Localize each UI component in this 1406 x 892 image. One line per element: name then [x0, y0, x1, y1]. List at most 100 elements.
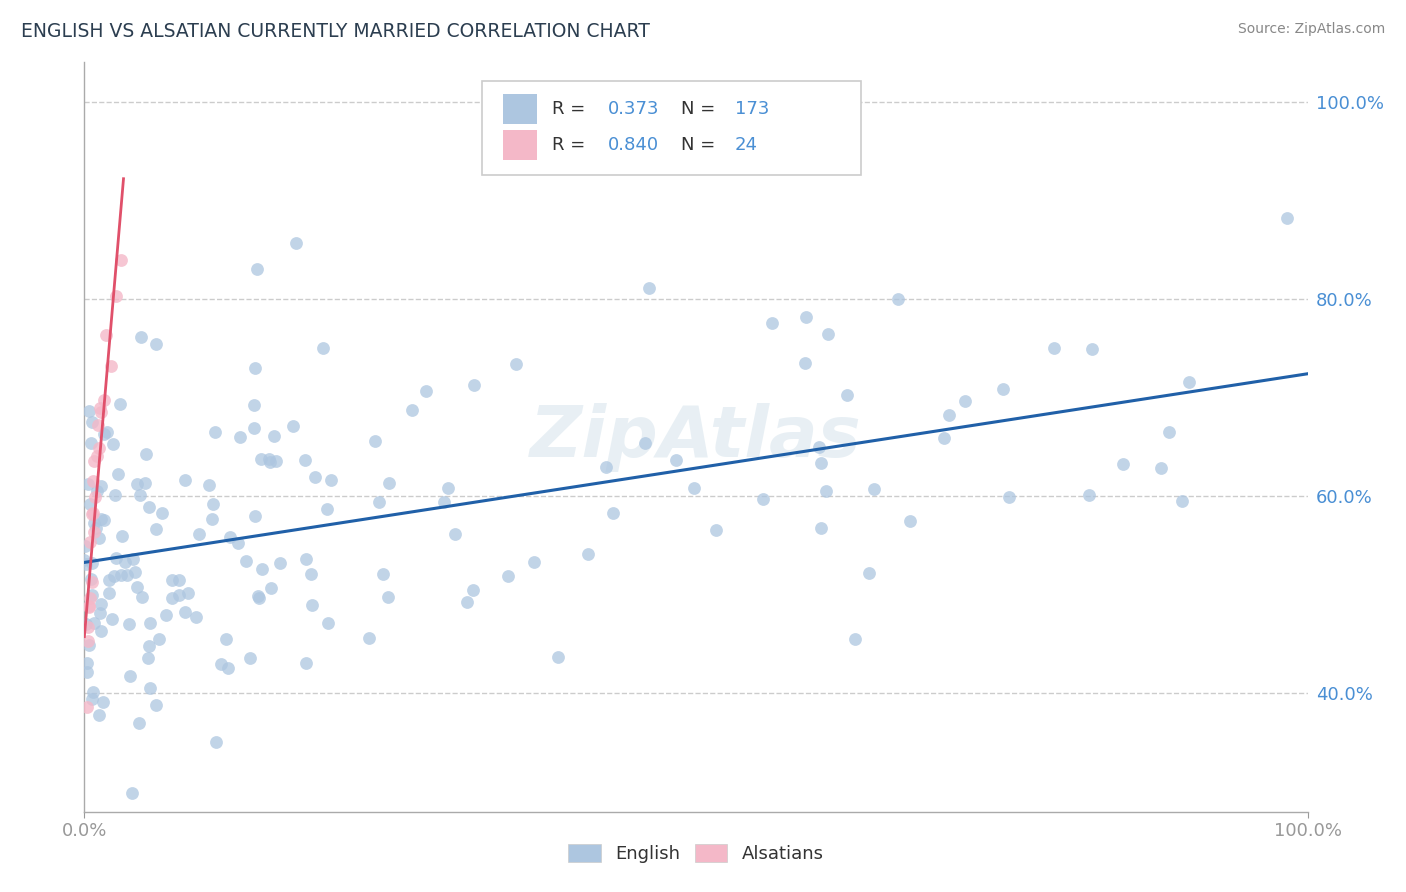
Point [107, 467, 129, 482]
Point [93, 393, 115, 408]
Point [250, 562, 273, 576]
Point [84, 521, 107, 535]
Point [131, 590, 153, 604]
Point [84, 490, 107, 504]
Point [1277, 211, 1299, 225]
Point [1150, 461, 1173, 475]
Point [793, 356, 815, 370]
Point [127, 580, 149, 594]
Point [810, 456, 832, 470]
Point [77, 638, 100, 652]
Point [377, 590, 399, 604]
Point [120, 669, 142, 683]
Point [118, 617, 141, 632]
Point [634, 436, 657, 450]
Text: 0.840: 0.840 [607, 136, 659, 153]
Point [90, 624, 112, 639]
Text: ENGLISH VS ALSATIAN CURRENTLY MARRIED CORRELATION CHART: ENGLISH VS ALSATIAN CURRENTLY MARRIED CO… [21, 22, 650, 41]
Point [167, 573, 190, 587]
Point [312, 342, 335, 356]
Point [359, 631, 381, 645]
Point [285, 235, 308, 250]
Point [150, 506, 173, 520]
Point [104, 488, 127, 502]
Point [100, 359, 122, 373]
Point [505, 357, 527, 371]
Point [264, 454, 287, 468]
Point [79, 535, 101, 549]
Point [1043, 341, 1066, 355]
Point [637, 281, 659, 295]
Point [858, 566, 880, 580]
Point [246, 589, 269, 603]
Point [111, 529, 134, 543]
Point [219, 531, 242, 545]
Point [304, 469, 326, 483]
Point [401, 402, 423, 417]
Point [295, 552, 318, 566]
Point [80, 589, 103, 603]
Point [239, 650, 262, 665]
Point [77, 599, 100, 614]
Point [83, 615, 105, 630]
Point [243, 420, 266, 434]
Point [364, 434, 387, 448]
Point [683, 481, 706, 495]
Point [243, 398, 266, 412]
Point [110, 252, 132, 267]
Point [76, 665, 98, 680]
Point [1178, 376, 1201, 390]
Point [76, 700, 98, 714]
Point [1157, 425, 1180, 439]
Point [80, 436, 103, 450]
Point [145, 337, 167, 351]
FancyBboxPatch shape [482, 81, 860, 175]
Point [295, 657, 318, 671]
Point [243, 508, 266, 523]
Point [83, 525, 105, 540]
Point [837, 387, 859, 401]
Point [862, 482, 884, 496]
Point [1081, 342, 1104, 356]
Point [432, 495, 454, 509]
Point [98, 586, 121, 600]
Point [93, 426, 115, 441]
Point [761, 316, 783, 330]
Legend: English, Alsatians: English, Alsatians [561, 837, 831, 870]
Point [204, 425, 226, 439]
Point [139, 615, 162, 630]
Point [318, 616, 340, 631]
Point [704, 523, 727, 537]
Point [463, 378, 485, 392]
Point [122, 551, 145, 566]
Point [105, 289, 128, 303]
Point [299, 566, 322, 581]
Point [200, 512, 222, 526]
Point [269, 556, 291, 570]
Point [202, 497, 225, 511]
Point [75, 617, 97, 632]
Point [77, 620, 100, 634]
Point [80, 507, 103, 521]
Text: 0.373: 0.373 [607, 100, 659, 118]
Point [932, 431, 955, 445]
Point [368, 495, 391, 509]
Point [80, 575, 103, 590]
Point [214, 632, 236, 647]
Point [138, 640, 160, 654]
Point [90, 598, 112, 612]
Point [148, 632, 170, 646]
Point [953, 393, 976, 408]
Point [260, 582, 283, 596]
Point [1112, 457, 1135, 471]
Point [162, 573, 184, 587]
Point [595, 460, 617, 475]
Point [80, 573, 103, 587]
Point [89, 606, 111, 620]
Text: Source: ZipAtlas.com: Source: ZipAtlas.com [1237, 22, 1385, 37]
Point [82, 685, 104, 699]
Point [807, 440, 830, 454]
Point [135, 446, 157, 460]
Point [128, 488, 150, 502]
Point [138, 651, 160, 665]
